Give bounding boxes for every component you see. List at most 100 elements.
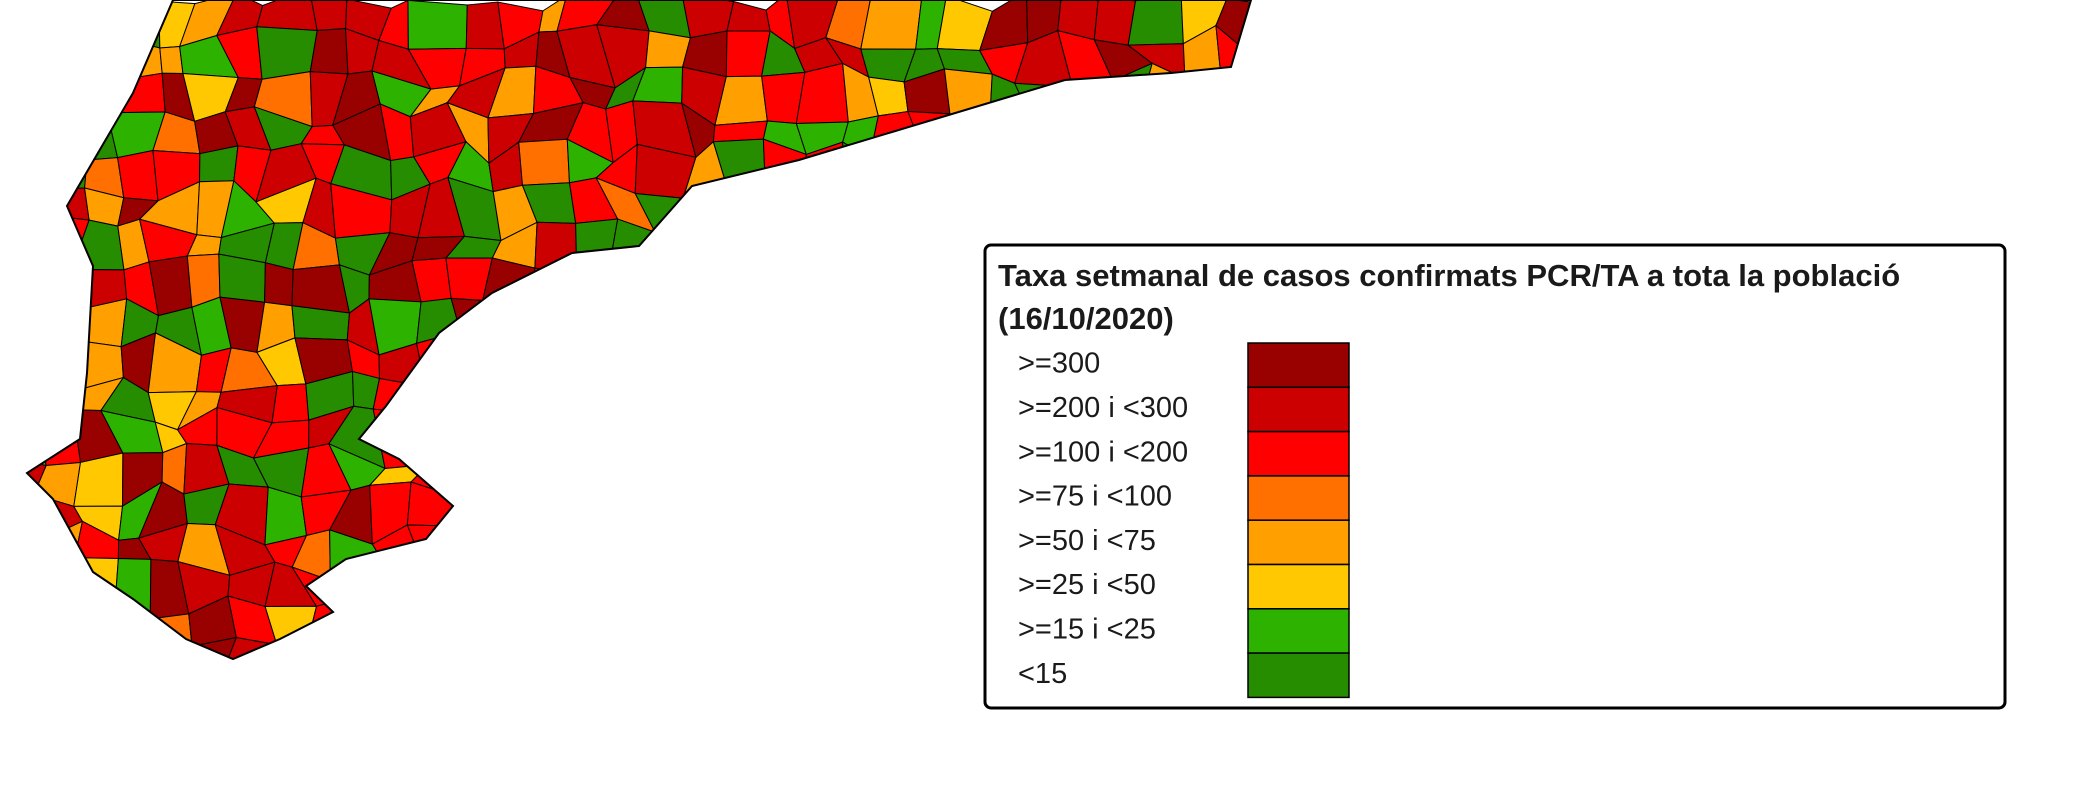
- map-region: [487, 678, 543, 735]
- map-region: [756, 253, 813, 309]
- map-region: [146, 613, 193, 647]
- map-region: [793, 328, 846, 386]
- map-region: [749, 639, 795, 659]
- map-region: [424, 560, 470, 603]
- map-region: [785, 610, 841, 655]
- map-region: [538, 337, 585, 383]
- map-region: [27, 255, 37, 307]
- map-region: [900, 482, 951, 539]
- map-region: [915, 266, 945, 298]
- map-region: [597, 306, 658, 343]
- map-region: [606, 455, 654, 499]
- map-region: [607, 671, 652, 735]
- legend-title: Taxa setmanal de casos confirmats PCR/TA…: [998, 258, 1900, 293]
- map-region: [35, 376, 78, 414]
- map-region: [679, 480, 727, 544]
- map-region: [35, 290, 87, 341]
- map-region: [1089, 178, 1147, 236]
- map-region: [907, 518, 951, 571]
- map-region: [534, 617, 581, 644]
- map-region: [76, 594, 117, 641]
- map-region: [986, 186, 1028, 236]
- map-region: [540, 671, 582, 720]
- map-region: [443, 678, 506, 735]
- legend-swatch: [1247, 608, 1350, 654]
- map-region: [31, 0, 83, 35]
- map-region: [839, 569, 874, 612]
- legend-swatch: [1247, 342, 1350, 389]
- map-region: [77, 33, 111, 83]
- map-region: [27, 103, 47, 146]
- map-region: [1248, 119, 1251, 151]
- map-region: [27, 30, 52, 89]
- map-region: [824, 235, 885, 278]
- map-region: [937, 157, 994, 197]
- map-region: [1242, 0, 1251, 50]
- map-region: [146, 641, 193, 659]
- map-region: [1205, 139, 1251, 200]
- map-region: [1241, 65, 1251, 125]
- map-region: [910, 639, 962, 659]
- map-region: [719, 333, 749, 392]
- map-region: [494, 451, 522, 504]
- map-region: [601, 519, 656, 569]
- map-region: [276, 643, 305, 659]
- map-region: [466, 458, 499, 504]
- map-region: [343, 654, 373, 659]
- map-region: [863, 679, 920, 721]
- map-region: [822, 260, 885, 314]
- map-region: [645, 529, 682, 571]
- map-region: [868, 152, 925, 194]
- legend-items: >=300 >=200 i <300 >=100 i <200 >=75 i <100…: [1018, 342, 1350, 699]
- map-region: [750, 676, 803, 727]
- map-region: [862, 266, 919, 298]
- map-region: [0, 677, 47, 728]
- map-region: [519, 408, 571, 458]
- map-region: [907, 366, 948, 420]
- map-region: [842, 141, 881, 203]
- map-region: [597, 423, 652, 460]
- map-region: [686, 226, 733, 273]
- map-region: [580, 671, 614, 725]
- map-region: [295, 654, 347, 659]
- map-region: [756, 527, 809, 572]
- map-region: [747, 331, 797, 388]
- map-region: [788, 214, 839, 262]
- map-region: [784, 639, 841, 659]
- map-region: [1135, 185, 1174, 236]
- map-region: [868, 605, 921, 650]
- map-region: [719, 306, 759, 347]
- map-region: [256, 0, 318, 32]
- map-region: [1063, 178, 1103, 226]
- map-region: [108, 0, 161, 49]
- map-region: [69, 298, 128, 348]
- map-region: [756, 569, 807, 622]
- map-region: [27, 411, 47, 467]
- map-region: [413, 404, 469, 466]
- map-region: [746, 447, 812, 498]
- map-region: [860, 453, 918, 489]
- legend-swatch: [1247, 475, 1350, 521]
- map-region: [919, 152, 954, 197]
- map-region: [645, 556, 692, 613]
- map-region: [523, 540, 581, 564]
- map-region: [677, 691, 722, 719]
- map-region: [28, 606, 81, 650]
- map-region: [1282, 0, 1340, 43]
- map-region: [406, 599, 470, 655]
- map-region: [566, 519, 622, 569]
- map-region: [907, 110, 953, 161]
- map-region: [1028, 116, 1071, 156]
- map-region: [684, 333, 734, 392]
- map-region: [63, 690, 126, 732]
- map-region: [329, 570, 390, 607]
- map-region: [534, 560, 580, 621]
- map-region: [529, 304, 584, 344]
- map-region: [1026, 140, 1065, 188]
- map-region: [711, 411, 760, 462]
- map-region: [605, 255, 658, 317]
- map-region: [27, 376, 42, 414]
- map-region: [216, 690, 279, 720]
- map-region: [1297, 150, 1338, 186]
- map-region: [679, 635, 723, 659]
